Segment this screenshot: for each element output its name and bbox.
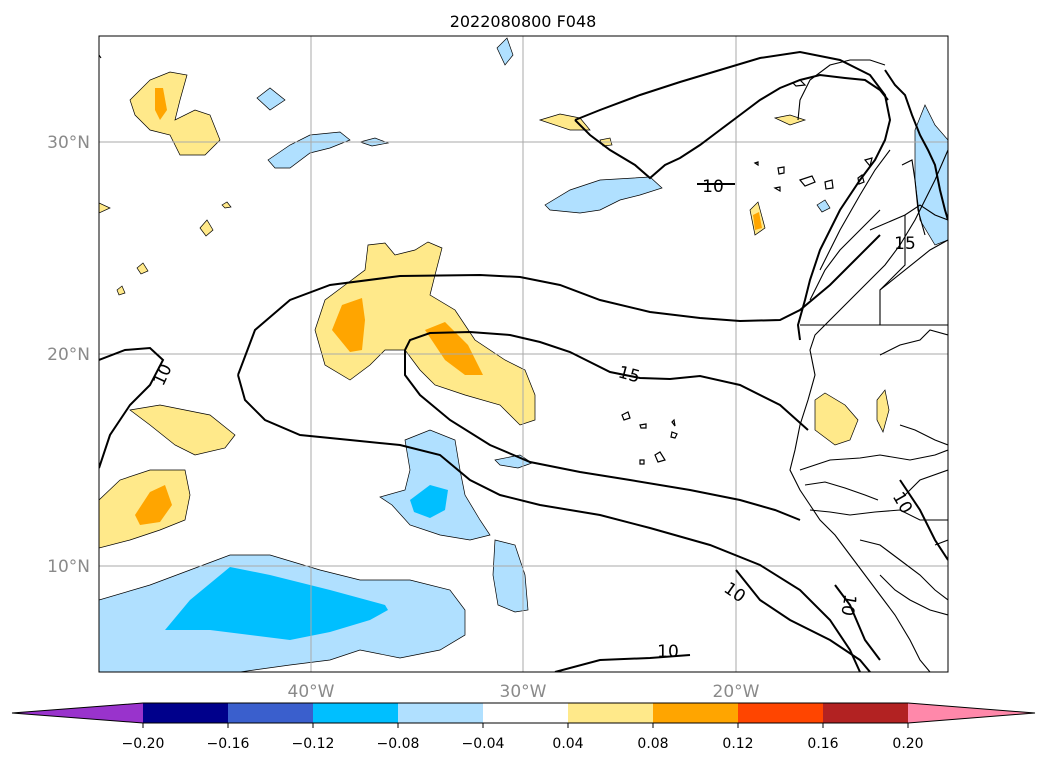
colorbar-tick-label: −0.08 <box>377 736 420 752</box>
contour-label: 10 <box>836 593 859 618</box>
colorbar-tick-label: 0.16 <box>807 736 838 752</box>
colorbar-segment <box>653 703 739 723</box>
negative-anomaly-strong <box>165 485 448 640</box>
lat-label: 10°N <box>47 557 90 577</box>
colorbar-extend-low <box>12 703 143 723</box>
contour-label: 10 <box>702 177 724 197</box>
colorbar-tick-label: 0.04 <box>552 736 583 752</box>
colorbar-segment <box>568 703 654 723</box>
map-title: 2022080800 F048 <box>450 12 597 31</box>
contour-lines <box>99 50 948 672</box>
colorbar-segment <box>228 703 314 723</box>
colorbar: −0.20 −0.16 −0.12 −0.08 −0.04 0.04 0.08 0.12 0.1… <box>11 702 1036 752</box>
lon-label: 30°W <box>500 682 547 702</box>
gridlines <box>99 36 948 672</box>
islands <box>621 79 873 465</box>
colorbar-tick-label: −0.20 <box>122 736 165 752</box>
colorbar-segment <box>823 703 909 723</box>
coastlines <box>99 54 948 672</box>
lat-label: 30°N <box>47 133 90 153</box>
colorbar-extend-high <box>908 703 1035 723</box>
latitude-labels: 30°N 20°N 10°N <box>47 133 90 577</box>
lat-label: 20°N <box>47 345 90 365</box>
colorbar-segment <box>483 703 569 723</box>
positive-anomaly-strong <box>135 88 762 525</box>
map-content <box>99 36 948 672</box>
colorbar-segment <box>398 703 484 723</box>
lon-label: 40°W <box>288 682 335 702</box>
colorbar-tick-label: −0.12 <box>292 736 335 752</box>
colorbar-tick-label: −0.04 <box>462 736 505 752</box>
contour-label: 15 <box>894 234 916 254</box>
colorbar-segment <box>738 703 824 723</box>
colorbar-tick-label: −0.16 <box>207 736 250 752</box>
colorbar-tick-label: 0.20 <box>892 736 923 752</box>
colorbar-tick-label: 0.08 <box>637 736 668 752</box>
colorbar-segment <box>313 703 399 723</box>
lon-label: 20°W <box>713 682 760 702</box>
longitude-labels: 40°W 30°W 20°W <box>288 682 760 702</box>
map-frame <box>98 35 949 673</box>
colorbar-tick-label: 0.12 <box>722 736 753 752</box>
contour-label: 10 <box>657 642 679 662</box>
colorbar-segment <box>143 703 229 723</box>
